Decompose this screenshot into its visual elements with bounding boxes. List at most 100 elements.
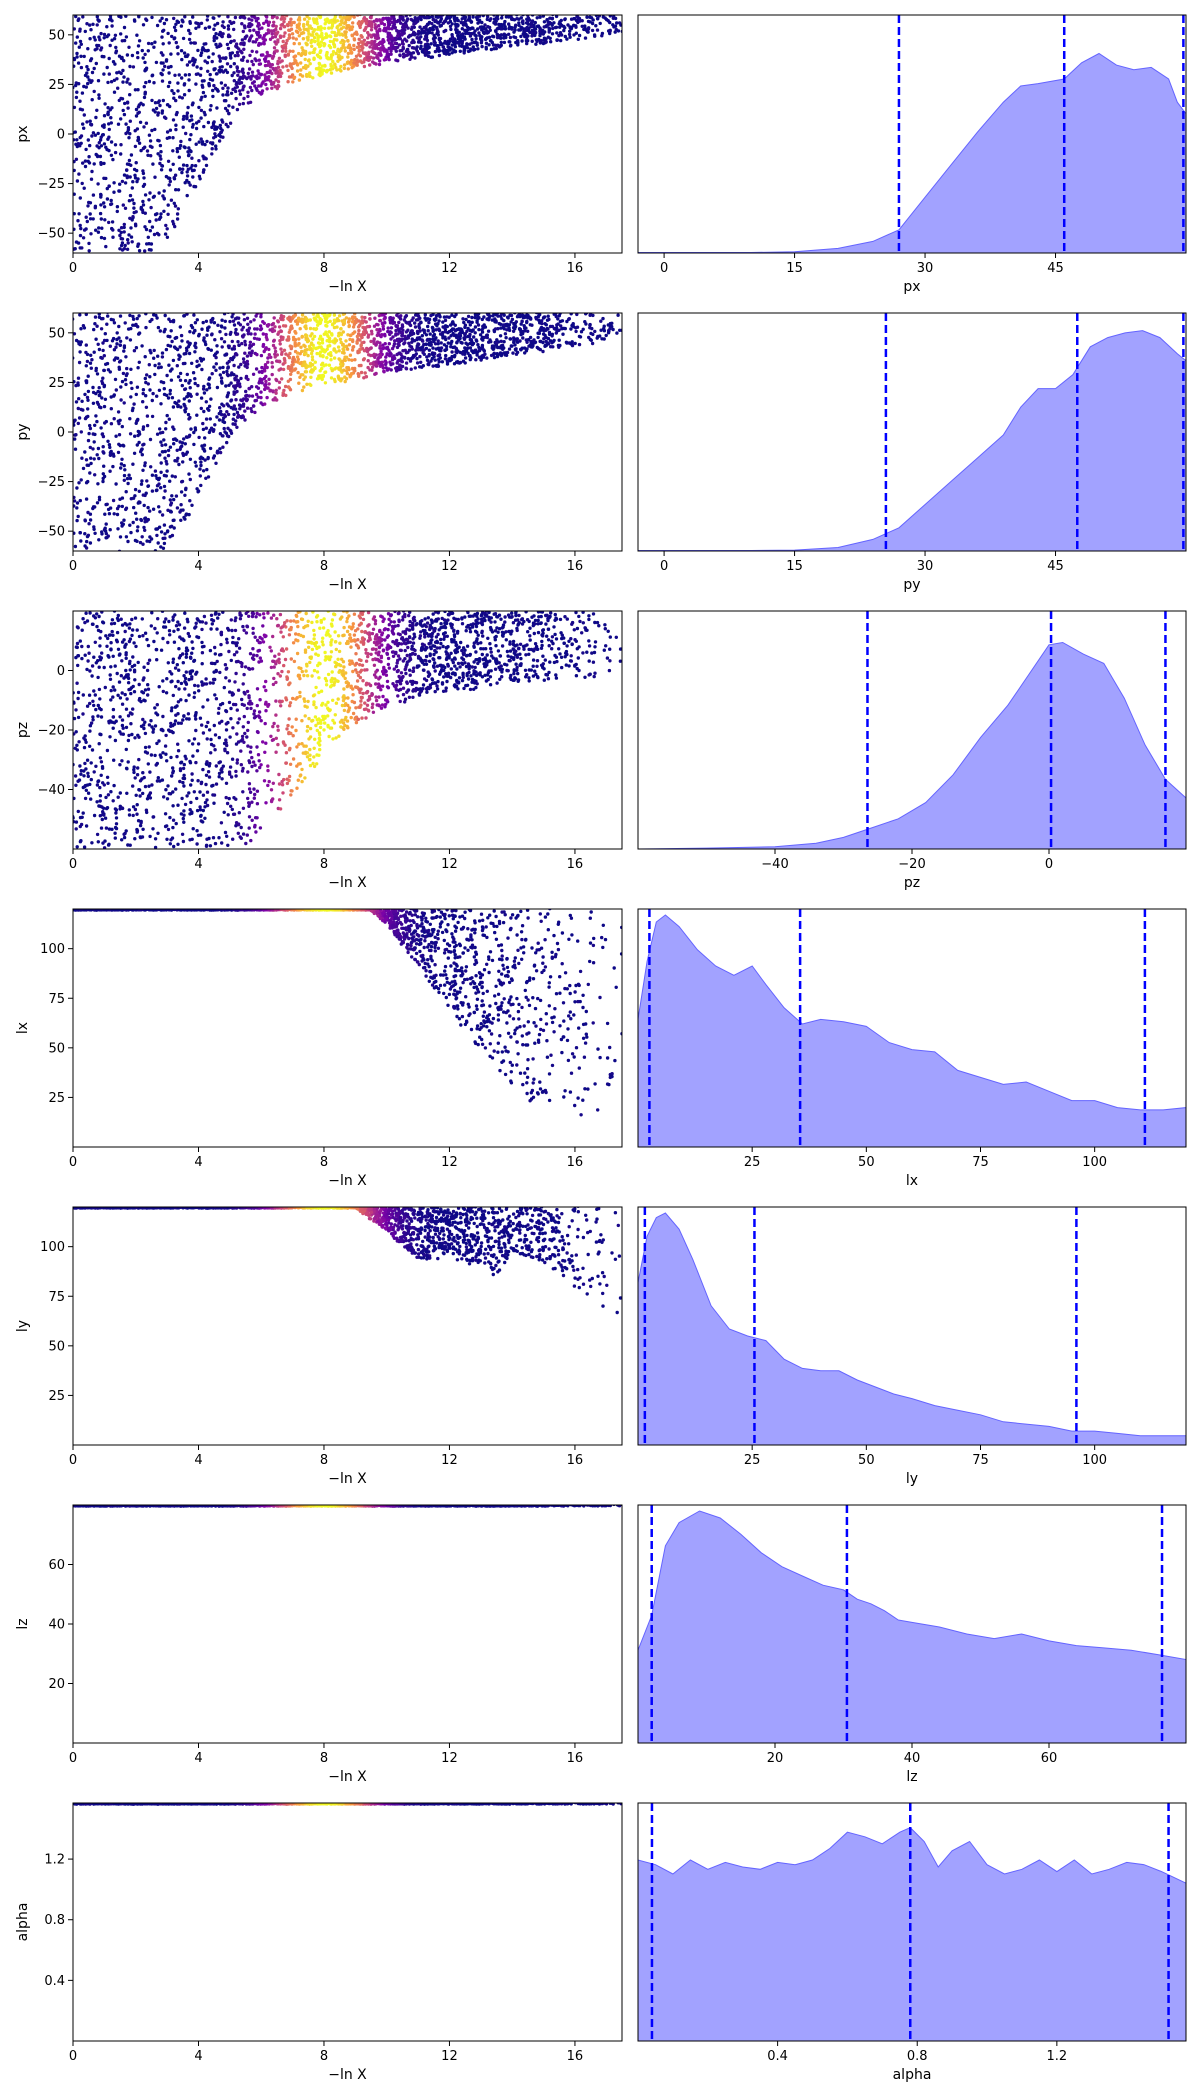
trace-point xyxy=(542,332,545,335)
trace-point xyxy=(171,425,174,428)
trace-point xyxy=(359,26,362,29)
trace-point xyxy=(376,323,379,326)
trace-point xyxy=(80,430,83,433)
trace-point xyxy=(92,217,95,220)
trace-point xyxy=(229,41,232,44)
trace-point xyxy=(433,333,436,336)
trace-point xyxy=(144,17,147,20)
trace-point xyxy=(243,352,246,355)
trace-point xyxy=(302,385,305,388)
trace-point xyxy=(378,319,381,322)
trace-point xyxy=(93,424,96,427)
trace-point xyxy=(534,43,537,46)
trace-frame-px xyxy=(73,15,622,253)
trace-point xyxy=(219,59,222,62)
trace-point xyxy=(171,149,174,152)
trace-point xyxy=(301,52,304,55)
trace-point xyxy=(102,472,105,475)
trace-point xyxy=(152,196,155,199)
trace-point xyxy=(99,212,102,215)
trace-point xyxy=(133,435,136,438)
trace-point xyxy=(378,329,381,332)
trace-point xyxy=(514,24,517,27)
trace-y-label: px xyxy=(15,125,31,142)
trace-point xyxy=(435,15,438,18)
trace-point xyxy=(338,314,341,317)
trace-point xyxy=(119,97,122,100)
trace-point xyxy=(141,469,144,472)
trace-point xyxy=(408,323,411,326)
trace-point xyxy=(405,361,408,364)
trace-point xyxy=(329,358,332,361)
trace-point xyxy=(102,177,105,180)
trace-point xyxy=(601,32,604,35)
trace-point xyxy=(213,132,216,135)
trace-point xyxy=(460,21,463,24)
trace-point xyxy=(237,70,240,73)
trace-point xyxy=(394,37,397,40)
trace-point xyxy=(163,542,166,545)
trace-point xyxy=(212,84,215,87)
trace-point xyxy=(269,54,272,57)
trace-point xyxy=(135,161,138,164)
trace-point xyxy=(281,65,284,68)
trace-point xyxy=(124,207,127,210)
trace-point xyxy=(143,183,146,186)
trace-point xyxy=(137,105,140,108)
trace-point xyxy=(515,353,518,356)
trace-point xyxy=(289,344,292,347)
trace-point xyxy=(260,327,263,330)
trace-point xyxy=(433,40,436,43)
trace-point xyxy=(163,328,166,331)
trace-point xyxy=(103,114,106,117)
trace-point xyxy=(232,364,235,367)
trace-point xyxy=(97,447,100,450)
trace-point xyxy=(485,356,488,359)
trace-point xyxy=(103,142,106,145)
trace-point xyxy=(259,390,262,393)
trace-point xyxy=(343,63,346,66)
trace-point xyxy=(328,344,331,347)
trace-point xyxy=(474,41,477,44)
trace-point xyxy=(94,414,97,417)
trace-point xyxy=(72,138,75,141)
trace-point xyxy=(344,380,347,383)
trace-point xyxy=(283,17,286,20)
trace-point xyxy=(551,13,554,16)
trace-point xyxy=(251,81,254,84)
trace-point xyxy=(338,68,341,71)
trace-point xyxy=(368,45,371,48)
trace-point xyxy=(454,50,457,53)
trace-point xyxy=(218,330,221,333)
trace-point xyxy=(551,17,554,20)
trace-point xyxy=(265,15,268,18)
trace-point xyxy=(89,518,92,521)
trace-point xyxy=(576,326,579,329)
trace-point xyxy=(176,506,179,509)
trace-point xyxy=(74,448,77,451)
trace-point xyxy=(188,73,191,76)
trace-point xyxy=(225,410,228,413)
trace-point xyxy=(284,54,287,57)
trace-point xyxy=(333,19,336,22)
trace-point xyxy=(457,338,460,341)
trace-point xyxy=(99,163,102,166)
trace-point xyxy=(244,390,247,393)
trace-point xyxy=(131,198,134,201)
trace-point xyxy=(262,332,265,335)
trace-point xyxy=(514,348,517,351)
trace-point xyxy=(79,227,82,230)
trace-point xyxy=(299,73,302,76)
trace-point xyxy=(159,329,162,332)
trace-point xyxy=(168,335,171,338)
trace-point xyxy=(113,512,116,515)
trace-point xyxy=(165,469,168,472)
trace-point xyxy=(111,465,114,468)
trace-point xyxy=(88,37,91,40)
trace-point xyxy=(226,43,229,46)
trace-point xyxy=(89,354,92,357)
trace-point xyxy=(205,164,208,167)
trace-point xyxy=(198,175,201,178)
trace-point xyxy=(596,28,599,31)
trace-point xyxy=(211,95,214,98)
